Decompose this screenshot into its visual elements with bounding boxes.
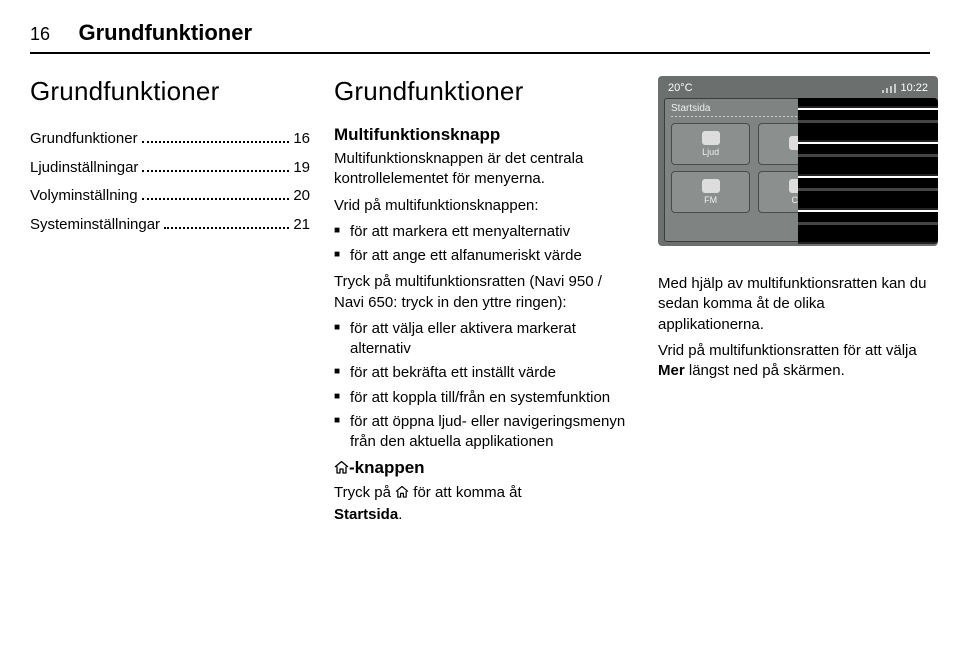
toc-dots — [164, 227, 289, 229]
subhead-text: -knappen — [349, 458, 425, 477]
toc-label: Volyminställning — [30, 182, 138, 211]
thumb-glitch-overlay — [798, 98, 938, 244]
manual-page: 16 Grundfunktioner Grundfunktioner Grund… — [0, 0, 960, 541]
signal-icon — [882, 83, 896, 93]
text-pre: Vrid på multifunktionsratten för att väl… — [658, 342, 917, 359]
infotainment-screenshot: 20°C 10:22 Startsida Ljud FM CD — [658, 76, 938, 246]
page-header: 16 Grundfunktioner — [30, 20, 930, 46]
left-section-title: Grundfunktioner — [30, 76, 310, 107]
tile-glyph — [702, 179, 720, 193]
tile-label: FM — [704, 195, 717, 205]
thumb-time: 10:22 — [900, 82, 928, 94]
home-button-subhead: -knappen — [334, 458, 634, 479]
text-post: för att komma åt — [413, 484, 521, 501]
toc-label: Ljudinställningar — [30, 154, 138, 183]
bullet-item: för att välja eller aktivera markerat al… — [334, 319, 634, 360]
mid-section-title: Grundfunktioner — [334, 76, 634, 107]
toc-dots — [142, 141, 290, 143]
text-pre: Tryck på — [334, 484, 395, 501]
toc-row: Grundfunktioner 16 — [30, 125, 310, 154]
toc-row: Ljudinställningar 19 — [30, 154, 310, 183]
thumb-statusbar: 20°C 10:22 — [664, 82, 932, 98]
toc-row: Systeminställningar 21 — [30, 211, 310, 240]
tile-glyph — [702, 131, 720, 145]
home-icon — [395, 484, 409, 504]
page-number: 16 — [30, 24, 50, 45]
body-text: Vrid på multifunktionsknappen: — [334, 196, 634, 216]
toc: Grundfunktioner 16 Ljudinställningar 19 … — [30, 125, 310, 239]
header-rule — [30, 52, 930, 54]
body-text: Multifunktionsknappen är det centrala ko… — [334, 149, 634, 190]
bullet-item: för att koppla till/från en systemfunkti… — [334, 388, 634, 408]
content-columns: Grundfunktioner Grundfunktioner 16 Ljudi… — [30, 76, 930, 531]
toc-dots — [142, 198, 290, 200]
right-column: 20°C 10:22 Startsida Ljud FM CD — [658, 76, 930, 531]
toc-label: Grundfunktioner — [30, 125, 138, 154]
home-icon — [334, 459, 349, 479]
tile-label: Ljud — [702, 147, 719, 157]
body-text: Vrid på multifunktionsratten för att väl… — [658, 341, 930, 382]
text-post: längst ned på skärmen. — [685, 362, 845, 379]
body-text: Tryck på för att komma åt Startsida. — [334, 483, 634, 525]
thumb-status-right: 10:22 — [882, 82, 928, 94]
body-text: Tryck på multifunktionsratten (Navi 950 … — [334, 272, 634, 313]
toc-dots — [142, 170, 289, 172]
thumb-tile: Ljud — [671, 123, 750, 165]
toc-page: 16 — [293, 125, 310, 154]
multifunction-subhead: Multifunktionsknapp — [334, 125, 634, 145]
bullet-item: för att öppna ljud- eller navigeringsmen… — [334, 412, 634, 453]
body-text: Med hjälp av multifunktionsratten kan du… — [658, 274, 930, 335]
bullet-item: för att markera ett menyalternativ — [334, 222, 634, 242]
period: . — [398, 506, 402, 523]
left-column: Grundfunktioner Grundfunktioner 16 Ljudi… — [30, 76, 310, 531]
bullet-item: för att bekräfta ett inställt värde — [334, 363, 634, 383]
header-title: Grundfunktioner — [78, 20, 252, 46]
bullet-list: för att markera ett menyalternativ för a… — [334, 222, 634, 267]
toc-row: Volyminställning 20 — [30, 182, 310, 211]
bullet-list: för att välja eller aktivera markerat al… — [334, 319, 634, 453]
toc-page: 20 — [293, 182, 310, 211]
middle-column: Grundfunktioner Multifunktionsknapp Mult… — [334, 76, 634, 531]
bullet-item: för att ange ett alfanumeriskt värde — [334, 246, 634, 266]
thumb-temp: 20°C — [668, 82, 693, 94]
mer-bold: Mer — [658, 362, 685, 379]
toc-page: 21 — [293, 211, 310, 240]
toc-page: 19 — [293, 154, 310, 183]
startsida-bold: Startsida — [334, 506, 398, 523]
thumb-tile: FM — [671, 171, 750, 213]
toc-label: Systeminställningar — [30, 211, 160, 240]
